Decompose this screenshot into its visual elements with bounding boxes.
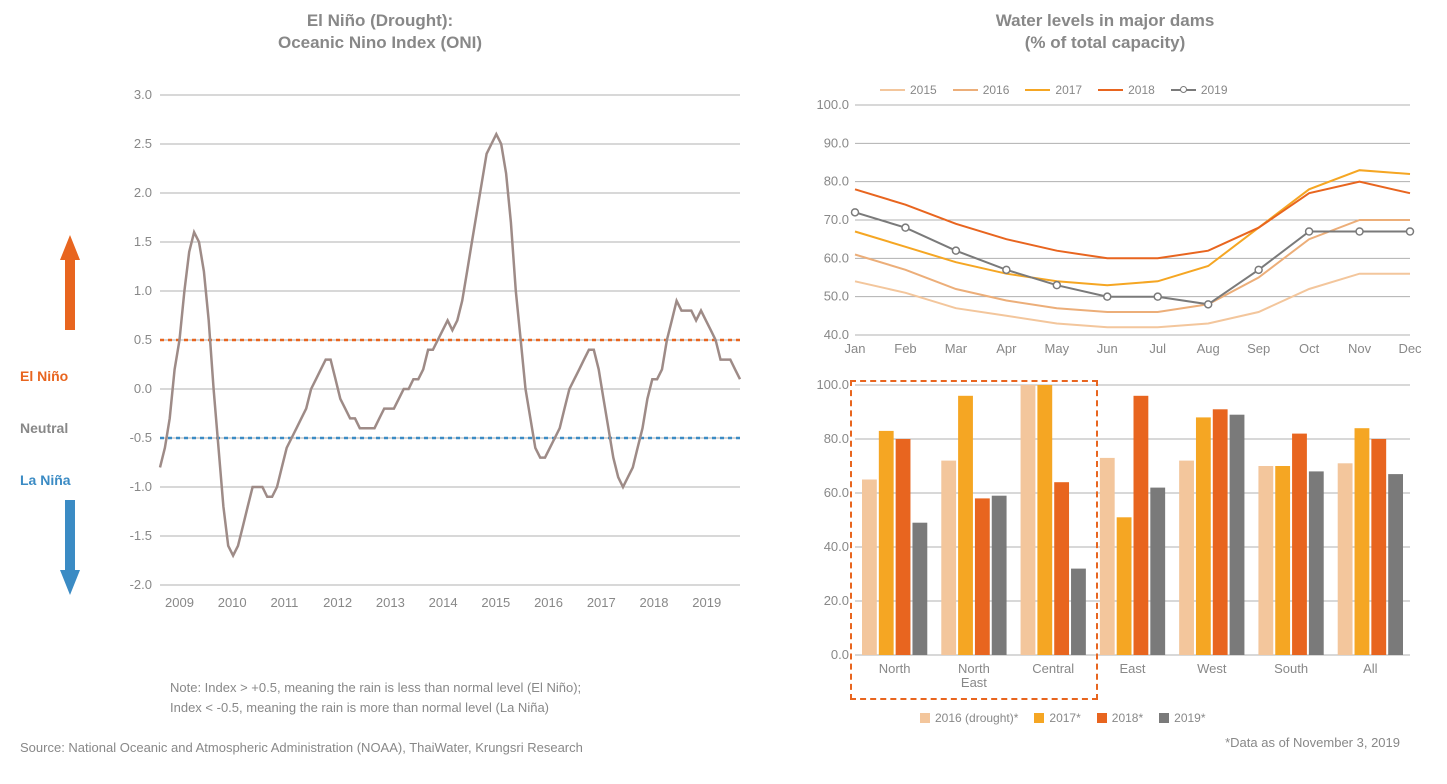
svg-text:2018: 2018 xyxy=(640,595,669,610)
svg-text:Jun: Jun xyxy=(1097,341,1118,356)
legend-item: 2016 (drought)* xyxy=(920,711,1018,725)
right-chart-title: Water levels in major dams (% of total c… xyxy=(770,10,1440,54)
svg-text:100.0: 100.0 xyxy=(816,377,849,392)
svg-text:2009: 2009 xyxy=(165,595,194,610)
la-nina-label: La Niña xyxy=(20,472,71,488)
svg-text:-0.5: -0.5 xyxy=(130,430,152,445)
svg-text:2013: 2013 xyxy=(376,595,405,610)
svg-text:2014: 2014 xyxy=(429,595,458,610)
highlight-dash-box xyxy=(850,380,1098,700)
svg-text:Apr: Apr xyxy=(996,341,1017,356)
svg-text:80.0: 80.0 xyxy=(824,431,849,446)
svg-text:1.5: 1.5 xyxy=(134,234,152,249)
svg-text:Sep: Sep xyxy=(1247,341,1270,356)
svg-text:0.0: 0.0 xyxy=(134,381,152,396)
svg-text:2011: 2011 xyxy=(270,595,298,610)
arrow-up-icon xyxy=(60,235,80,260)
svg-text:2017: 2017 xyxy=(587,595,616,610)
svg-text:2012: 2012 xyxy=(323,595,352,610)
svg-text:70.0: 70.0 xyxy=(824,212,849,227)
svg-text:Aug: Aug xyxy=(1197,341,1220,356)
svg-text:-1.0: -1.0 xyxy=(130,479,152,494)
svg-text:Mar: Mar xyxy=(945,341,968,356)
svg-text:20.0: 20.0 xyxy=(824,593,849,608)
el-nino-arrow-icon xyxy=(60,235,80,330)
left-chart-title: El Niño (Drought): Oceanic Nino Index (O… xyxy=(0,10,760,54)
svg-text:60.0: 60.0 xyxy=(824,485,849,500)
svg-text:2.0: 2.0 xyxy=(134,185,152,200)
svg-text:West: West xyxy=(1197,661,1227,676)
svg-text:Oct: Oct xyxy=(1299,341,1320,356)
arrow-stem-icon xyxy=(65,500,75,570)
svg-text:100.0: 100.0 xyxy=(816,97,849,112)
svg-text:80.0: 80.0 xyxy=(824,174,849,189)
neutral-label: Neutral xyxy=(20,420,68,436)
legend-item: 2019* xyxy=(1159,711,1205,725)
svg-text:2010: 2010 xyxy=(218,595,247,610)
svg-text:2.5: 2.5 xyxy=(134,136,152,151)
svg-text:-1.5: -1.5 xyxy=(130,528,152,543)
svg-text:3.0: 3.0 xyxy=(134,87,152,102)
svg-text:South: South xyxy=(1274,661,1308,676)
svg-text:2015: 2015 xyxy=(481,595,510,610)
svg-text:2016: 2016 xyxy=(534,595,563,610)
svg-text:May: May xyxy=(1045,341,1070,356)
svg-text:2019: 2019 xyxy=(692,595,721,610)
legend-item: 2018* xyxy=(1097,711,1143,725)
bottom-bar-legend: 2016 (drought)* 2017* 2018* 2019* xyxy=(920,710,1222,728)
left-title-line2: Oceanic Nino Index (ONI) xyxy=(278,33,482,52)
svg-text:1.0: 1.0 xyxy=(134,283,152,298)
svg-text:Nov: Nov xyxy=(1348,341,1372,356)
el-nino-label: El Niño xyxy=(20,368,68,384)
left-title-line1: El Niño (Drought): xyxy=(307,11,453,30)
svg-text:50.0: 50.0 xyxy=(824,289,849,304)
svg-text:40.0: 40.0 xyxy=(824,539,849,554)
svg-text:90.0: 90.0 xyxy=(824,135,849,150)
top-line-chart-svg: 40.0 50.0 60.0 70.0 80.0 90.0 100.0 Jan Feb Mar Ap… xyxy=(810,65,1420,365)
svg-text:40.0: 40.0 xyxy=(824,327,849,342)
footnote: *Data as of November 3, 2019 xyxy=(1225,735,1400,750)
left-chart-panel: El Niño (Drought): Oceanic Nino Index (O… xyxy=(0,0,760,784)
legend-item: 2017* xyxy=(1034,711,1080,725)
arrow-stem-icon xyxy=(65,260,75,330)
right-panel: Water levels in major dams (% of total c… xyxy=(770,0,1440,784)
svg-text:60.0: 60.0 xyxy=(824,250,849,265)
svg-text:-2.0: -2.0 xyxy=(130,577,152,592)
svg-text:Dec: Dec xyxy=(1398,341,1422,356)
svg-text:All: All xyxy=(1363,661,1378,676)
svg-text:East: East xyxy=(1119,661,1145,676)
svg-text:0.0: 0.0 xyxy=(831,647,849,662)
left-note2: Index < -0.5, meaning the rain is more t… xyxy=(170,700,549,715)
left-note1: Note: Index > +0.5, meaning the rain is … xyxy=(170,680,581,695)
la-nina-arrow-icon xyxy=(60,500,80,595)
left-chart-svg: -2.0 -1.5 -1.0 -0.5 0.0 0.5 1.0 1.5 2.0 2.5 3.0 200… xyxy=(110,70,750,630)
svg-text:0.5: 0.5 xyxy=(134,332,152,347)
svg-text:Jul: Jul xyxy=(1149,341,1166,356)
source-text: Source: National Oceanic and Atmospheric… xyxy=(20,740,583,755)
right-title-line1: Water levels in major dams xyxy=(996,11,1215,30)
svg-text:Jan: Jan xyxy=(845,341,866,356)
svg-text:Feb: Feb xyxy=(894,341,916,356)
right-title-line2: (% of total capacity) xyxy=(1025,33,1186,52)
arrow-down-icon xyxy=(60,570,80,595)
